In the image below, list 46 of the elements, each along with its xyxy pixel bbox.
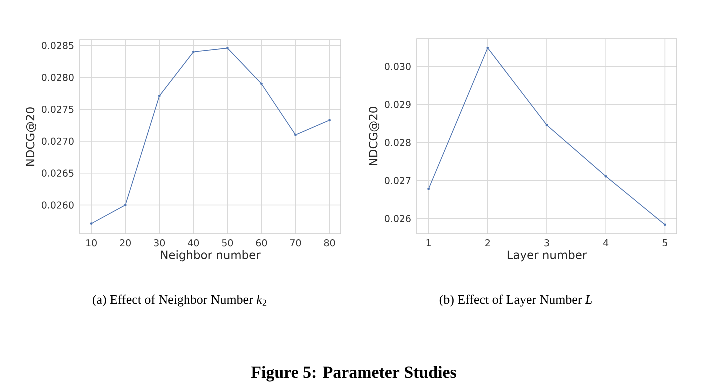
point	[90, 222, 93, 226]
y-tick-label: 0.0265	[42, 170, 74, 177]
x-tick-label: 20	[120, 240, 131, 247]
point	[486, 46, 490, 50]
x-tick-label: 40	[188, 240, 200, 247]
point	[226, 46, 230, 50]
point	[328, 119, 332, 122]
x-tick-label: 30	[154, 240, 166, 247]
point	[664, 223, 667, 226]
point	[260, 82, 264, 86]
point	[604, 175, 608, 178]
y-tick-label: 0.028	[385, 139, 411, 146]
y-tick-label: 0.0270	[42, 138, 74, 146]
y-axis-title: NDCG@20	[26, 108, 37, 166]
y-tick-label: 0.027	[385, 177, 411, 184]
y-tick-label: 0.030	[385, 63, 411, 70]
point	[124, 204, 127, 207]
line-series	[90, 46, 332, 226]
x-tick-label: 10	[86, 240, 97, 247]
text: (b) Effect of Layer Number L	[440, 294, 592, 307]
x-tick-label: 3	[544, 240, 550, 247]
x-tick-label: 50	[222, 240, 234, 247]
point	[158, 94, 162, 98]
x-tick-label: 1	[426, 240, 431, 246]
y-tick-label: 0.0280	[42, 74, 74, 82]
y-tick-label: 0.0275	[42, 106, 74, 114]
y-tick-label: 0.029	[385, 101, 411, 108]
x-axis-title: Layer number	[508, 250, 588, 262]
x-axis-title: Neighbor number	[161, 250, 261, 262]
x-tick-label: 70	[290, 240, 302, 247]
point	[294, 134, 298, 136]
point	[192, 50, 196, 54]
point	[427, 188, 430, 191]
x-tick-label: 60	[256, 240, 268, 247]
text: (a) Effect of Neighbor Number k$_{2}$	[93, 294, 267, 307]
text: Figure 5: Parameter Studies	[251, 366, 456, 382]
x-tick-label: 5	[662, 240, 668, 247]
y-tick-label: 0.0260	[42, 202, 74, 209]
x-tick-label: 80	[324, 240, 336, 247]
x-tick-label: 2	[486, 240, 490, 247]
x-tick-label: 4	[604, 240, 609, 246]
y-axis-title: NDCG@20	[369, 107, 380, 166]
y-tick-label: 0.0285	[42, 42, 74, 50]
point	[546, 124, 548, 127]
line-series	[427, 46, 667, 226]
y-tick-label: 0.026	[385, 215, 411, 222]
